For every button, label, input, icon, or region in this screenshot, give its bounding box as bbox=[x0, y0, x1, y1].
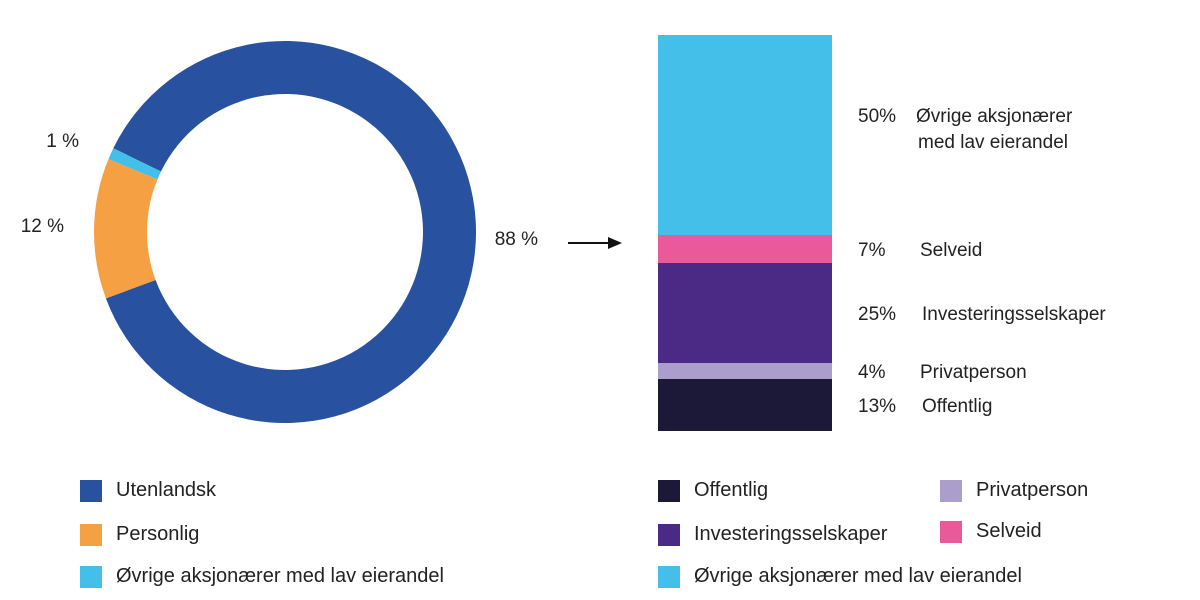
bar-category-label: Investeringsselskaper bbox=[922, 304, 1106, 325]
legend-label: Selveid bbox=[976, 520, 1042, 542]
legend-swatch bbox=[940, 479, 962, 502]
legend-label: Personlig bbox=[116, 523, 200, 545]
bar-data-label: 7% bbox=[858, 240, 886, 261]
bar-segment-investeringsselskaper bbox=[658, 263, 832, 363]
donut-data-label: 1 % bbox=[46, 131, 79, 152]
bar-segment-privatperson bbox=[658, 363, 832, 379]
legend-swatch bbox=[80, 479, 102, 502]
bar-category-label: med lav eierandel bbox=[918, 132, 1068, 153]
legend-item: Investeringsselskaper bbox=[658, 523, 887, 546]
donut-data-label: 12 % bbox=[21, 216, 64, 237]
legend-swatch bbox=[940, 520, 962, 543]
donut-slice-personlig bbox=[93, 159, 158, 299]
bar-category-label: Selveid bbox=[920, 240, 982, 261]
legend-swatch bbox=[658, 565, 680, 588]
legend-item: Øvrige aksjonærer med lav eierandel bbox=[80, 565, 444, 588]
bar-data-label: 13% bbox=[858, 396, 896, 417]
legend-swatch bbox=[658, 523, 680, 546]
legend-item: Utenlandsk bbox=[80, 479, 216, 502]
legend-item: Selveid bbox=[940, 520, 1042, 543]
legend-item: Offentlig bbox=[658, 479, 768, 502]
bar-data-label: 25% bbox=[858, 304, 896, 325]
arrow-icon bbox=[568, 237, 622, 249]
legend-swatch bbox=[80, 565, 102, 588]
bar-category-label: Privatperson bbox=[920, 362, 1027, 383]
legend-label: Investeringsselskaper bbox=[694, 523, 888, 545]
bar-data-label: 4% bbox=[858, 362, 886, 383]
legend-label: Øvrige aksjonærer med lav eierandel bbox=[116, 565, 444, 587]
donut-chart: 88 % 12 % 1 % bbox=[21, 41, 538, 424]
legend-label: Privatperson bbox=[976, 479, 1089, 501]
legend-label: Øvrige aksjonærer med lav eierandel bbox=[694, 565, 1022, 587]
legend-swatch bbox=[658, 479, 680, 502]
bar-segment-ovrige bbox=[658, 35, 832, 235]
bar-category-label: Øvrige aksjonærer bbox=[916, 106, 1073, 127]
stacked-bar-chart: 13% Offentlig 4% Privatperson 25% Investering… bbox=[658, 35, 1106, 431]
donut-data-label: 88 % bbox=[495, 229, 538, 250]
legend-swatch bbox=[80, 523, 102, 546]
bar-segment-offentlig bbox=[658, 379, 832, 431]
bar-category-label: Offentlig bbox=[922, 396, 992, 417]
legend-item: Privatperson bbox=[940, 479, 1088, 502]
legend-item: Personlig bbox=[80, 523, 199, 546]
donut-slice-utenlandsk bbox=[105, 41, 477, 424]
legend-label: Utenlandsk bbox=[116, 479, 217, 501]
legend-label: Offentlig bbox=[694, 479, 769, 501]
legend-item: Øvrige aksjonærer med lav eierandel bbox=[658, 565, 1022, 588]
bar-data-label: 50% bbox=[858, 106, 896, 127]
bar-segment-selveid bbox=[658, 235, 832, 263]
donut-slice-ovrige bbox=[108, 148, 161, 180]
